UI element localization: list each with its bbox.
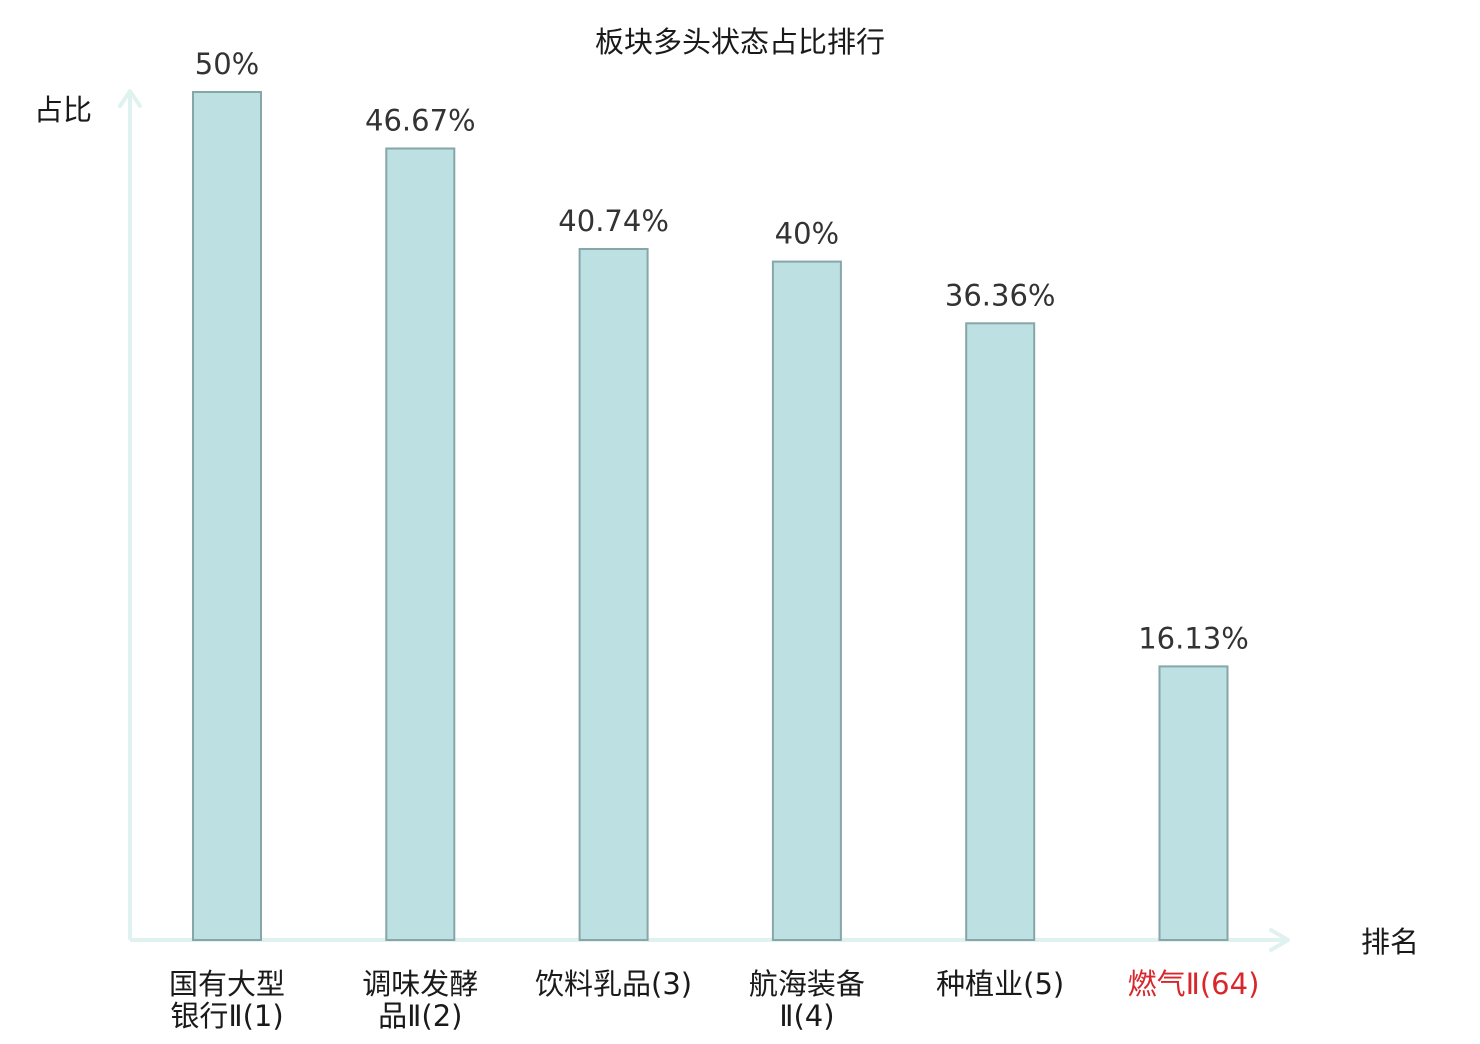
y-axis-arrowhead <box>118 89 142 108</box>
value-label: 50% <box>195 47 259 81</box>
value-label: 16.13% <box>1138 621 1249 655</box>
category-label: 饮料乳品(3) <box>535 967 692 1001</box>
category-label: 燃气Ⅱ(64) <box>1128 967 1260 1001</box>
bar <box>578 248 649 941</box>
value-label: 40% <box>775 217 839 251</box>
value-label: 46.67% <box>365 104 476 138</box>
y-axis <box>118 89 142 940</box>
y-axis-label: 占比 <box>34 93 92 127</box>
category-label: 航海装备 <box>749 967 865 1001</box>
x-axis <box>130 928 1290 952</box>
category-label: 国有大型 <box>169 967 285 1001</box>
category-label: Ⅱ(4) <box>779 999 834 1033</box>
value-label: 40.74% <box>558 204 669 238</box>
category-label: 种植业(5) <box>936 967 1064 1001</box>
x-axis-label: 排名 <box>1361 925 1419 959</box>
value-labels-group: 50% 46.67% 40.74% 40% 36.36% 16.13% <box>195 47 1249 655</box>
category-label: 品Ⅱ(2) <box>378 999 462 1033</box>
bar <box>192 91 262 941</box>
bars-group <box>192 91 1229 942</box>
x-axis-arrowhead <box>1269 928 1290 952</box>
value-label: 36.36% <box>945 278 1056 312</box>
chart-title: 板块多头状态占比排行 <box>595 25 885 59</box>
category-label: 银行Ⅱ(1) <box>170 999 283 1033</box>
category-label: 调味发酵 <box>362 967 478 1001</box>
bar <box>771 260 842 942</box>
bar <box>1158 665 1229 942</box>
bar <box>385 147 456 941</box>
bar <box>965 322 1036 941</box>
